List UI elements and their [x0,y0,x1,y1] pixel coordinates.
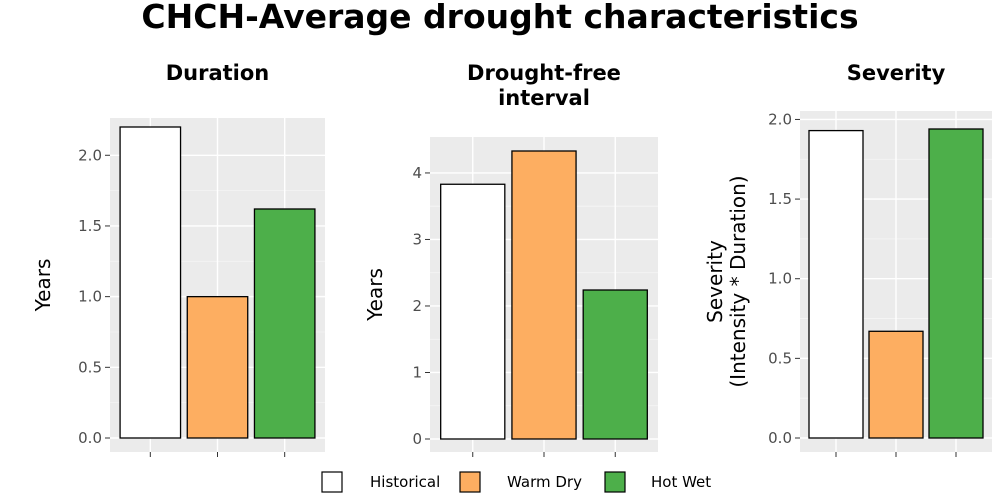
panel-title: Duration [166,61,270,85]
y-tick-label: 0.0 [78,429,102,447]
legend-swatch-warm-dry [459,471,481,493]
chart-panel-1: 0.0 0.5 1.0 1.5 2.0 Duration Years [31,61,325,457]
bar-hot-wet [928,128,984,439]
legend-label: Historical [370,473,440,491]
y-tick-label: 0.5 [768,349,792,367]
y-tick-label: 0.0 [768,429,792,447]
legend-label: Warm Dry [507,473,582,491]
legend-label: Hot Wet [651,473,711,491]
y-tick-label: 4 [412,164,422,182]
bar-warm-dry [511,150,577,440]
legend: Historical Warm Dry Hot Wet [321,471,711,493]
bar-historical [808,129,864,439]
bar-hot-wet [253,208,316,439]
y-tick-label: 1.0 [78,288,102,306]
y-tick-label: 0 [412,430,422,448]
chart-panels: 0.0 0.5 1.0 1.5 2.0 Duration Years 0 1 2 3 4 Drought… [31,61,992,457]
y-tick-label: 2 [412,297,422,315]
y-axis-title: Years [31,259,55,313]
y-axis-title: Years [363,268,387,322]
y-tick-label: 1.5 [768,190,792,208]
legend-swatch-historical [321,471,343,493]
y-axis-title: Severity(Intensity * Duration) [703,175,750,387]
y-tick-label: 1.0 [768,270,792,288]
legend-swatch-hot-wet [604,471,626,493]
y-tick-label: 0.5 [78,358,102,376]
chart-panel-3: 0.0 0.5 1.0 1.5 2.0 Severity Severity(Intensit… [703,61,992,457]
figure-title: CHCH-Average drought characteristics [141,0,858,36]
y-tick-label: 1 [412,363,422,381]
panel-title: Severity [847,61,946,85]
bar-warm-dry [186,295,249,439]
y-tick-label: 2.0 [768,110,792,128]
panel-title: Drought-free interval [467,61,621,110]
bar-hot-wet [582,289,648,440]
y-tick-label: 3 [412,230,422,248]
bar-historical [119,126,182,439]
chart-panel-2: 0 1 2 3 4 Drought-free interval Years [363,61,658,457]
y-tick-label: 1.5 [78,217,102,235]
bar-historical [440,183,506,440]
y-tick-label: 2.0 [78,146,102,164]
bar-warm-dry [868,330,924,439]
